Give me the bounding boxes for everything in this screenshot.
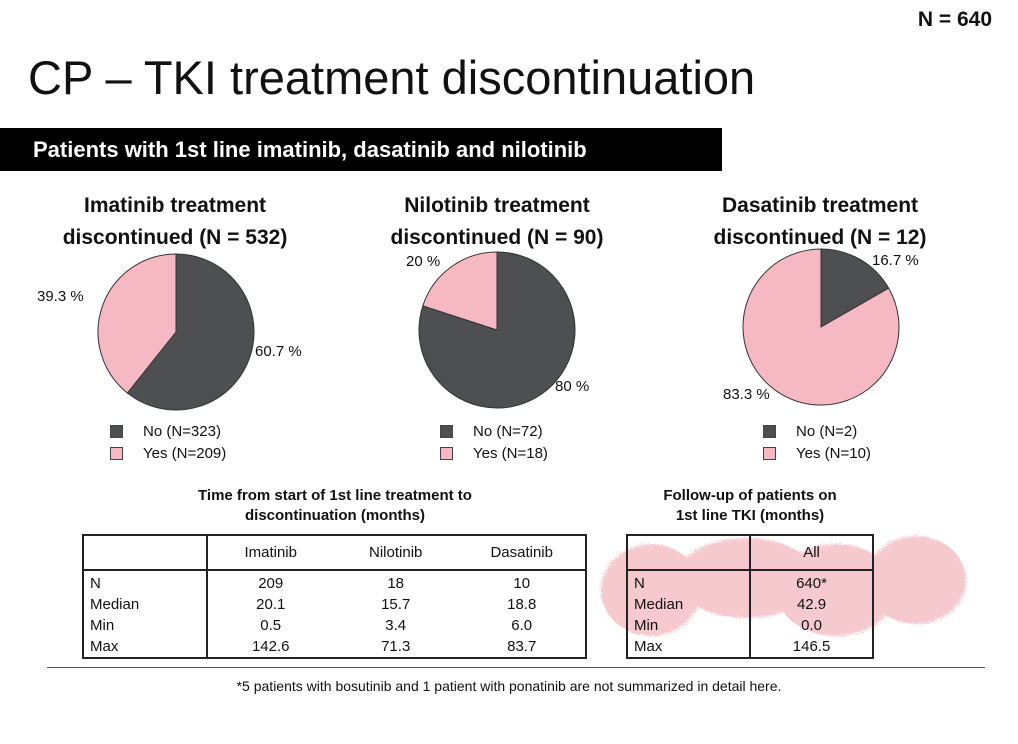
table-row-label: Min	[83, 615, 209, 636]
imatinib-pie-title: Imatinib treatment discontinued (N = 532…	[15, 190, 335, 254]
table-header-row: Imatinib Nilotinib Dasatinib	[83, 535, 586, 570]
table-cell: 6.0	[511, 617, 533, 634]
imatinib-legend: No (N=323) Yes (N=209)	[110, 420, 226, 464]
dasatinib-pie-title-line-1: Dasatinib treatment	[721, 194, 919, 217]
table-cell: 0.5	[260, 617, 282, 634]
nilotinib-no-slice-label: 80 %	[555, 378, 590, 395]
discontinuation-time-table: Imatinib Nilotinib Dasatinib N 209 18 10…	[82, 534, 587, 659]
legend-swatch-yes	[110, 446, 123, 460]
table-row-label: Median	[83, 594, 209, 615]
legend-item-no: No (N=323)	[110, 420, 226, 442]
table-row: Min 0.5 3.4 6.0	[83, 615, 586, 636]
dasatinib-pie-title: Dasatinib treatment discontinued (N = 12…	[660, 190, 980, 254]
table-row: N 209 18 10	[83, 570, 586, 594]
nilotinib-yes-slice-label: 20 %	[406, 253, 441, 270]
slide-title: CP – TKI treatment discontinuation	[28, 51, 756, 104]
imatinib-slice-no	[126, 253, 255, 411]
table-cell: 42.9	[796, 596, 827, 613]
legend-label: Yes (N=10)	[796, 444, 871, 462]
table-header-cell: Dasatinib	[490, 544, 553, 561]
nilotinib-pie-chart	[418, 251, 576, 409]
table-cell: 18	[387, 575, 405, 592]
table-cell: 3.4	[385, 617, 407, 634]
table-row: Median 20.1 15.7 18.8	[83, 594, 586, 615]
dasatinib-slice-no	[820, 248, 890, 328]
subtitle-banner: Patients with 1st line imatinib, dasatin…	[0, 128, 722, 171]
table-header-cell: All	[803, 544, 820, 561]
imatinib-pie-title-line-2: discontinued (N = 532)	[62, 226, 288, 249]
imatinib-pie-chart	[97, 253, 255, 411]
discontinuation-table-title-line-1: Time from start of 1st line treatment to	[198, 487, 472, 504]
table-cell: 15.7	[381, 596, 411, 613]
table-row: Median 42.9	[627, 594, 873, 615]
imatinib-yes-slice-label: 39.3 %	[37, 288, 84, 305]
table-header-cell	[627, 535, 752, 570]
table-cell: 0.0	[801, 617, 822, 634]
imatinib-slice-yes	[97, 253, 177, 394]
table-row: Min 0.0	[627, 615, 873, 636]
legend-label: No (N=72)	[473, 422, 543, 440]
table-cell: 146.5	[792, 638, 831, 655]
legend-swatch-no	[763, 424, 776, 438]
table-row-label: N	[83, 570, 209, 594]
table-cell: 142.6	[251, 638, 290, 655]
table-row-label: Median	[627, 594, 752, 615]
table-cell: 71.3	[381, 638, 411, 655]
legend-item-no: No (N=72)	[440, 420, 548, 442]
dasatinib-no-slice-label: 16.7 %	[872, 252, 919, 269]
legend-swatch-yes	[440, 446, 453, 460]
legend-item-yes: Yes (N=10)	[763, 442, 871, 464]
table-row: Max 146.5	[627, 636, 873, 658]
imatinib-pie-title-line-1: Imatinib treatment	[83, 194, 267, 217]
discontinuation-table-title: Time from start of 1st line treatment to…	[120, 486, 550, 526]
nilotinib-slice-yes	[422, 251, 498, 331]
legend-swatch-no	[110, 424, 123, 438]
legend-label: Yes (N=209)	[143, 444, 227, 462]
dasatinib-yes-slice-label: 83.3 %	[723, 386, 770, 403]
nilotinib-pie-title-line-2: discontinued (N = 90)	[390, 226, 604, 249]
legend-label: No (N=2)	[796, 422, 858, 440]
table-cell: 640*	[796, 575, 827, 592]
legend-item-yes: Yes (N=18)	[440, 442, 548, 464]
table-cell: 18.8	[507, 596, 537, 613]
legend-label: Yes (N=18)	[473, 444, 548, 462]
table-row-label: Max	[627, 636, 752, 658]
table-row: Max 142.6 71.3 83.7	[83, 636, 586, 658]
legend-item-yes: Yes (N=209)	[110, 442, 226, 464]
table-cell: 20.1	[256, 596, 286, 613]
footer-divider	[47, 667, 985, 668]
follow-up-table-title: Follow-up of patients on 1st line TKI (m…	[615, 486, 885, 526]
table-header-row: All	[627, 535, 873, 570]
dasatinib-slice-yes	[742, 248, 900, 406]
table-cell: 10	[513, 575, 531, 592]
table-row-label: N	[627, 570, 752, 594]
legend-swatch-yes	[763, 446, 776, 460]
table-row-label: Min	[627, 615, 752, 636]
table-row: N 640*	[627, 570, 873, 594]
legend-swatch-no	[440, 424, 453, 438]
table-header-cell: Imatinib	[244, 544, 297, 561]
legend-item-no: No (N=2)	[763, 420, 871, 442]
legend-label: No (N=323)	[143, 422, 221, 440]
table-cell: 209	[258, 575, 284, 592]
table-row-label: Max	[83, 636, 209, 658]
table-header-cell	[83, 535, 209, 570]
dasatinib-pie-chart	[742, 248, 900, 406]
sample-size-label: N = 640	[917, 8, 992, 31]
nilotinib-pie-title: Nilotinib treatment discontinued (N = 90…	[337, 190, 657, 254]
follow-up-table-title-line-1: Follow-up of patients on	[663, 487, 837, 504]
dasatinib-legend: No (N=2) Yes (N=10)	[763, 420, 871, 464]
follow-up-table: All N 640* Median 42.9 Min 0.0 Max 146.5	[626, 534, 874, 659]
nilotinib-legend: No (N=72) Yes (N=18)	[440, 420, 548, 464]
follow-up-table-title-line-2: 1st line TKI (months)	[675, 507, 825, 524]
dasatinib-pie-title-line-2: discontinued (N = 12)	[713, 226, 927, 249]
nilotinib-pie-title-line-1: Nilotinib treatment	[404, 194, 590, 217]
footnote: *5 patients with bosutinib and 1 patient…	[236, 678, 782, 694]
discontinuation-table-title-line-2: discontinuation (months)	[245, 507, 425, 524]
table-header-cell: Nilotinib	[369, 544, 423, 561]
table-cell: 83.7	[507, 638, 537, 655]
imatinib-no-slice-label: 60.7 %	[255, 343, 302, 360]
